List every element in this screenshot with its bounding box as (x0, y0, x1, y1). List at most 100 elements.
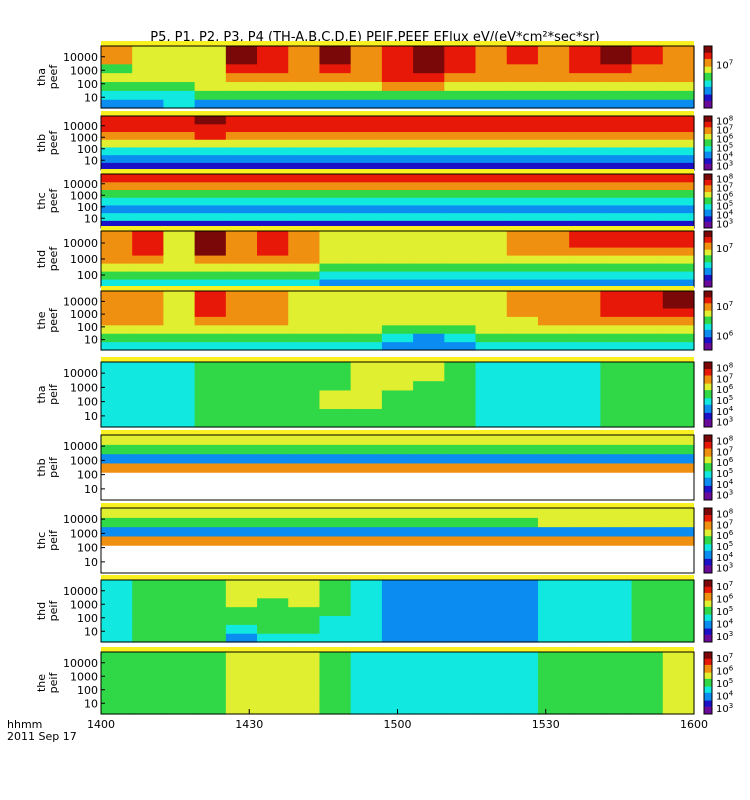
heatmap-cell (537, 81, 570, 91)
heatmap-cell (537, 316, 570, 326)
heatmap-cell (319, 220, 352, 229)
heatmap-cell (288, 81, 321, 91)
heatmap-cell (225, 263, 258, 272)
heatmap-cell (569, 588, 601, 599)
heatmap-cell (288, 678, 321, 689)
colorbar-segment (704, 149, 712, 152)
heatmap-cell (537, 174, 570, 183)
heatmap-cell (257, 72, 289, 83)
colorbar-segment (704, 235, 712, 238)
heatmap-cell (537, 72, 570, 83)
heatmap-cell (413, 678, 445, 689)
heatmap-cell (257, 341, 289, 351)
heatmap-cell (537, 453, 570, 464)
heatmap-cell (288, 307, 321, 317)
heatmap-cell (163, 597, 196, 608)
heatmap-cell (506, 154, 539, 163)
heatmap-cell (631, 526, 664, 537)
y-tick-label: 10000 (63, 440, 98, 453)
heatmap-cell (537, 462, 570, 473)
colorbar-segment (704, 106, 712, 109)
colorbar-segment (704, 63, 712, 66)
heatmap-cell (225, 526, 258, 537)
heatmap-cell (319, 371, 352, 382)
heatmap-cell (444, 279, 477, 288)
colorbar-segment (704, 238, 712, 240)
colorbar-segment (704, 600, 712, 603)
colorbar-segment (704, 703, 712, 706)
colorbar-segment (704, 103, 712, 106)
heatmap-cell (350, 606, 383, 617)
heatmap-cell (319, 174, 352, 183)
heatmap-cell (132, 174, 165, 183)
colorbar-segment (704, 667, 712, 670)
heatmap-cell (569, 417, 601, 428)
heatmap-cell (631, 444, 664, 455)
colorbar-segment (704, 184, 712, 187)
y-tick-label: 1000 (70, 598, 98, 611)
panel-top-stripe (101, 41, 694, 46)
heatmap-cell (662, 316, 695, 326)
heatmap-cell (194, 615, 227, 625)
heatmap-cell (319, 362, 352, 372)
heatmap-cell (537, 247, 570, 256)
heatmap-cell (662, 46, 695, 56)
heatmap-cell (600, 239, 633, 248)
heatmap-cell (506, 146, 539, 156)
heatmap-cell (444, 99, 477, 109)
colorbar-segment (704, 459, 712, 462)
heatmap-cell (631, 580, 664, 590)
heatmap-cell (319, 535, 352, 546)
heatmap-cell (413, 333, 445, 343)
heatmap-cell (444, 508, 477, 518)
colorbar-segment (704, 319, 712, 321)
colorbar-segment (704, 341, 712, 344)
colorbar-tick-label: 107 (716, 518, 733, 531)
heatmap-cell (413, 389, 445, 400)
heatmap-cell (537, 204, 570, 214)
heatmap-cell (537, 588, 570, 599)
heatmap-cell (163, 212, 196, 221)
colorbar-segment (704, 439, 712, 443)
heatmap-cell (319, 341, 352, 351)
y-tick-label: 1000 (70, 454, 98, 467)
heatmap-cell (506, 279, 539, 288)
heatmap-cell (132, 181, 165, 191)
heatmap-cell (413, 669, 445, 680)
colorbar-segment (704, 425, 712, 428)
heatmap-cell (631, 508, 664, 518)
colorbar-segment (704, 56, 712, 59)
heatmap-cell (475, 316, 508, 326)
heatmap-cell (288, 123, 321, 133)
y-tick-label: 100 (77, 78, 98, 91)
heatmap-cell (506, 90, 539, 100)
heatmap-cell (225, 139, 258, 148)
heatmap-cell (444, 526, 477, 537)
heatmap-cell (569, 46, 601, 56)
heatmap-cell (319, 324, 352, 334)
heatmap-cell (475, 588, 508, 599)
heatmap-cell (225, 389, 258, 400)
heatmap-cell (288, 517, 321, 528)
colorbar-tick-label: 103 (716, 702, 733, 715)
heatmap-cell (506, 212, 539, 221)
heatmap-cell (163, 204, 196, 214)
heatmap-cell (600, 362, 633, 372)
heatmap-cell (319, 526, 352, 537)
colorbar-segment (704, 271, 712, 274)
colorbar-tick-label: 107 (716, 372, 733, 385)
heatmap-cell (163, 63, 196, 74)
colorbar-segment (704, 527, 712, 530)
heatmap-cell (319, 197, 352, 206)
heatmap-cell (381, 162, 414, 171)
heatmap-cell (413, 54, 445, 65)
colorbar-segment (704, 211, 712, 214)
heatmap-cell (319, 299, 352, 309)
colorbar-segment (704, 598, 712, 601)
heatmap-cell (444, 687, 477, 697)
heatmap-cell (350, 517, 383, 528)
heatmap-cell (569, 660, 601, 671)
colorbar-segment (704, 97, 712, 100)
heatmap-cell (537, 597, 570, 608)
heatmap-cell (381, 462, 414, 473)
